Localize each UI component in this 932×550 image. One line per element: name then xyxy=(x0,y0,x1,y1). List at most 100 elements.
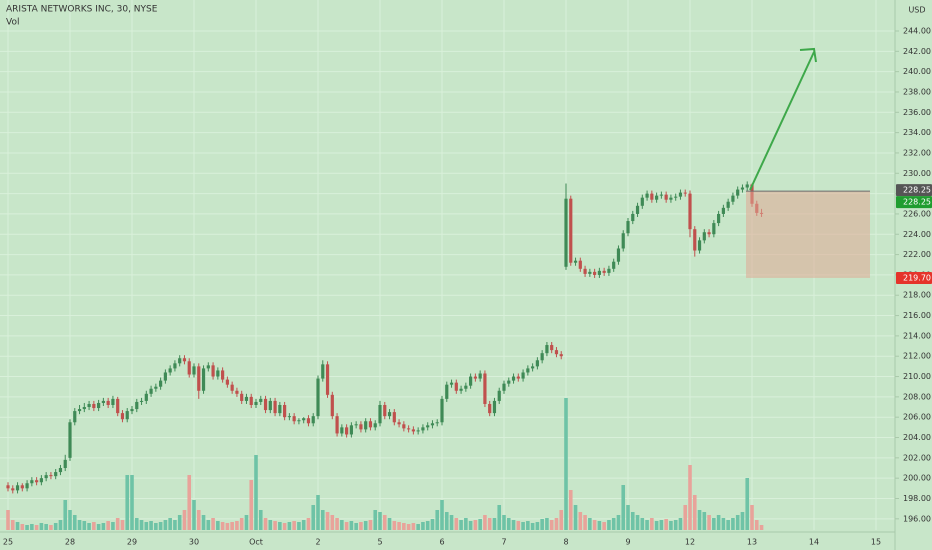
volume-bar xyxy=(173,520,177,530)
y-tick-label: 226.00 xyxy=(903,209,931,218)
candle-body xyxy=(354,424,358,426)
candle-body xyxy=(211,365,215,377)
candle-body xyxy=(254,401,258,405)
candle-body xyxy=(731,195,735,202)
candle-body xyxy=(63,459,67,469)
volume-bar xyxy=(454,518,459,530)
volume-bar xyxy=(72,515,77,530)
volume-bar xyxy=(392,521,397,530)
position-risk-zone xyxy=(746,191,870,278)
candle-body xyxy=(387,412,392,417)
candle-body xyxy=(435,422,439,424)
volume-bar xyxy=(473,520,478,530)
volume-bar xyxy=(464,518,468,530)
candle-body xyxy=(593,271,597,275)
candle-body xyxy=(507,380,511,384)
x-tick-label: 6 xyxy=(439,538,444,547)
volume-bar xyxy=(254,455,258,530)
candle-body xyxy=(135,401,139,410)
candle-body xyxy=(440,398,444,423)
candle-body xyxy=(330,394,334,417)
volume-bar xyxy=(502,515,506,530)
candle-body xyxy=(569,198,573,263)
candle-body xyxy=(674,196,678,198)
volume-bar xyxy=(564,398,568,530)
candle-body xyxy=(664,194,668,200)
candle-body xyxy=(626,221,630,234)
candle-body xyxy=(707,232,711,235)
volume-bar xyxy=(578,512,583,530)
candle-body xyxy=(182,358,187,362)
volume-bar xyxy=(63,500,68,530)
candle-body xyxy=(578,260,582,269)
volume-bar xyxy=(49,525,53,530)
volume-bar xyxy=(134,518,139,530)
candle-body xyxy=(25,483,29,489)
volume-bar xyxy=(592,520,597,530)
candle-body xyxy=(397,422,401,425)
volume-bar xyxy=(139,520,144,530)
x-tick-label: 2 xyxy=(315,538,320,547)
volume-bar xyxy=(196,510,201,530)
volume-bar xyxy=(39,523,44,530)
volume-bar xyxy=(320,510,325,530)
volume-bar xyxy=(373,510,378,530)
candle-body xyxy=(101,400,105,403)
candle-body xyxy=(683,192,687,194)
volume-bar xyxy=(335,518,339,530)
volume-bar xyxy=(468,521,473,530)
volume-bar xyxy=(239,518,244,530)
y-tick-label: 222.00 xyxy=(903,250,931,259)
candle-body xyxy=(502,383,506,391)
candle-body xyxy=(68,422,72,458)
volume-bar xyxy=(382,515,387,530)
candle-body xyxy=(635,205,640,214)
volume-bar xyxy=(216,521,220,530)
volume-bar xyxy=(130,475,134,530)
candle-body xyxy=(721,207,725,214)
volume-bar xyxy=(6,510,10,530)
y-tick-label: 218.00 xyxy=(903,291,931,300)
volume-bar xyxy=(68,510,72,530)
volume-bar xyxy=(340,520,344,530)
candle-body xyxy=(163,372,167,381)
candle-body xyxy=(597,270,601,275)
volume-bar xyxy=(549,520,554,530)
x-tick-label: 15 xyxy=(871,538,881,547)
volume-bar xyxy=(397,522,401,530)
candle-body xyxy=(321,364,325,379)
candle-body xyxy=(445,384,449,399)
candle-body xyxy=(159,380,163,387)
volume-bar xyxy=(707,515,711,530)
volume-bar xyxy=(521,522,525,530)
volume-bar xyxy=(182,510,187,530)
volume-bar xyxy=(535,522,540,530)
volume-bar xyxy=(506,518,511,530)
volume-bar xyxy=(20,524,25,530)
volume-bar xyxy=(483,515,487,530)
x-tick-label: 9 xyxy=(625,538,630,547)
candle-body xyxy=(97,402,101,409)
candle-body xyxy=(650,193,654,200)
candle-body xyxy=(149,388,153,394)
y-tick-label: 224.00 xyxy=(903,230,931,239)
candle-body xyxy=(306,418,311,424)
volume-bar xyxy=(640,518,645,530)
candle-body xyxy=(383,404,387,417)
volume-bar xyxy=(258,510,263,530)
candle-body xyxy=(516,376,520,379)
volume-bar xyxy=(545,518,549,530)
candle-body xyxy=(559,354,563,357)
arrow-line xyxy=(749,51,815,191)
volume-bar xyxy=(588,518,592,530)
y-tick-label: 200.00 xyxy=(903,474,931,483)
candle-body xyxy=(631,213,635,222)
x-tick-label: 13 xyxy=(747,538,757,547)
volume-bar xyxy=(406,524,411,530)
x-tick-label: 7 xyxy=(501,538,506,547)
volume-bar xyxy=(416,524,420,530)
candle-body xyxy=(35,480,39,483)
candle-body xyxy=(54,472,58,477)
candle-body xyxy=(702,232,706,241)
candle-body xyxy=(669,197,673,200)
